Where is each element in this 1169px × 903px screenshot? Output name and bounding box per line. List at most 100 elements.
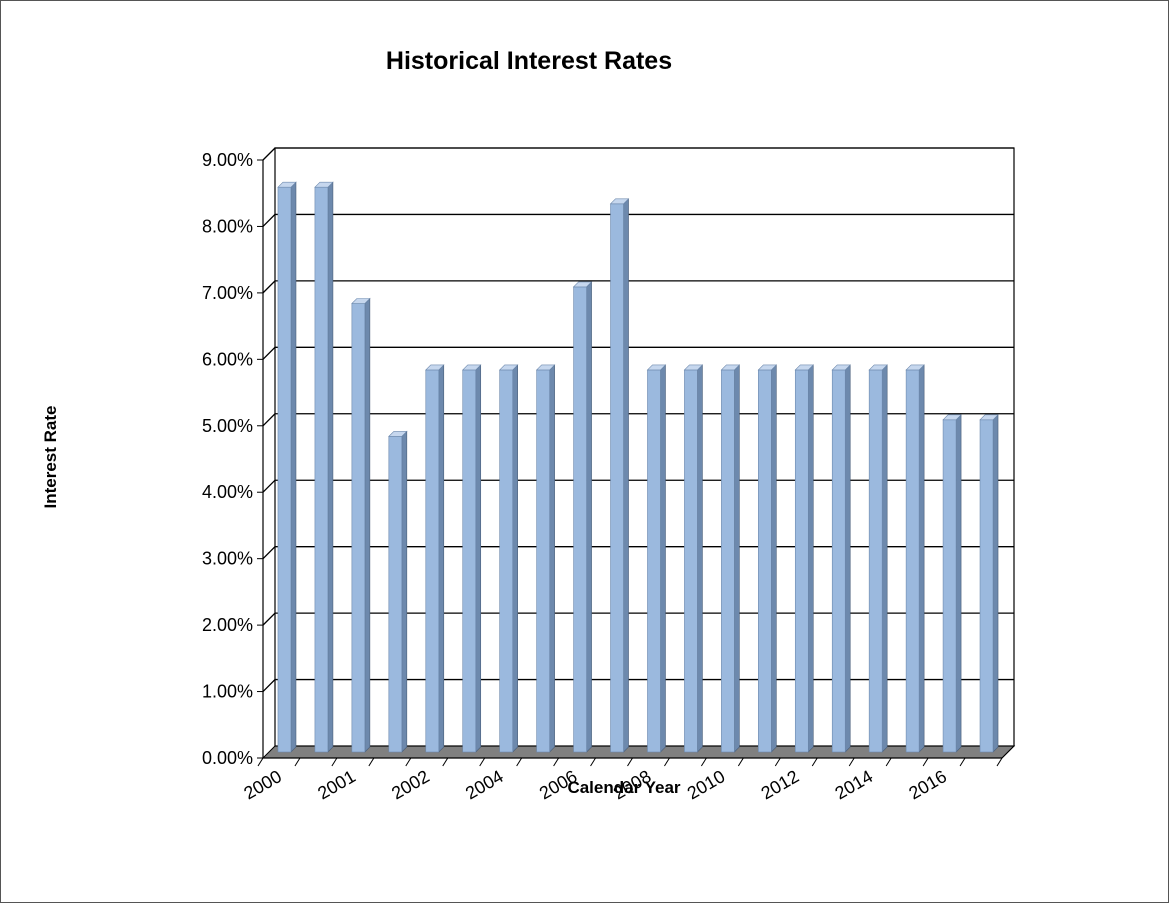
x-tick-mark bbox=[811, 757, 818, 767]
bar-top bbox=[609, 198, 630, 205]
x-tick-mark bbox=[959, 757, 966, 767]
bar-top bbox=[942, 414, 962, 421]
bar bbox=[646, 364, 667, 753]
bar-top bbox=[462, 364, 482, 371]
bar-top bbox=[757, 364, 778, 371]
y-tick-label: 6.00% bbox=[202, 349, 253, 369]
bar-front bbox=[277, 186, 292, 753]
bar-top bbox=[683, 364, 704, 371]
bar-top bbox=[277, 181, 297, 188]
bar-top bbox=[979, 414, 999, 421]
bar-front bbox=[462, 369, 477, 753]
bar-front bbox=[536, 369, 550, 753]
x-tick-label: 2000 bbox=[240, 766, 285, 803]
x-tick-mark bbox=[774, 757, 781, 767]
bar-top bbox=[646, 364, 667, 371]
bar-top bbox=[794, 364, 814, 371]
y-tick-label: 3.00% bbox=[202, 549, 253, 569]
y-tick-label: 5.00% bbox=[202, 416, 253, 436]
bar-side bbox=[549, 364, 555, 753]
bar-top bbox=[572, 281, 593, 288]
x-tick-mark bbox=[700, 757, 707, 767]
bar-front bbox=[758, 369, 772, 753]
bar-side bbox=[660, 364, 666, 753]
bar-front bbox=[647, 369, 661, 753]
bar bbox=[868, 364, 888, 753]
bar-front bbox=[868, 369, 883, 753]
bar-front bbox=[610, 203, 624, 753]
bar-front bbox=[351, 303, 366, 753]
floor-edge-right bbox=[1001, 745, 1015, 759]
y-tick-label: 7.00% bbox=[202, 283, 253, 303]
bar-top bbox=[868, 364, 888, 371]
bar-front bbox=[499, 369, 513, 753]
x-tick-label: 2001 bbox=[314, 766, 359, 803]
bar-side bbox=[771, 364, 777, 753]
chart-floor bbox=[261, 745, 1016, 759]
bar bbox=[979, 414, 999, 753]
bar bbox=[535, 364, 556, 753]
x-tick-label: 2010 bbox=[684, 766, 729, 803]
x-tick-mark bbox=[368, 757, 375, 767]
y-tick-label: 1.00% bbox=[202, 682, 253, 702]
y-gridline bbox=[262, 213, 1014, 227]
bar bbox=[831, 364, 851, 753]
bar-side bbox=[475, 364, 482, 753]
y-gridline bbox=[262, 479, 1014, 493]
bar-side bbox=[955, 414, 962, 753]
x-tick-mark bbox=[737, 757, 744, 767]
bar bbox=[720, 364, 741, 753]
x-tick-label: 2002 bbox=[388, 766, 433, 803]
bar-side bbox=[992, 414, 999, 753]
bar-side bbox=[918, 364, 925, 753]
y-gridline bbox=[262, 346, 1014, 360]
bar bbox=[942, 414, 962, 753]
bar bbox=[572, 281, 593, 753]
y-tick-label: 8.00% bbox=[202, 216, 253, 236]
x-axis-title: Calendar Year bbox=[567, 778, 680, 797]
bar bbox=[757, 364, 778, 753]
x-tick-mark bbox=[664, 757, 670, 767]
x-tick-mark bbox=[848, 757, 855, 767]
x-tick-mark bbox=[553, 757, 560, 767]
y-axis-title: Interest Rate bbox=[41, 406, 60, 509]
x-tick-mark bbox=[996, 757, 1003, 767]
bar bbox=[794, 364, 814, 753]
x-tick-mark bbox=[885, 757, 892, 767]
bar-front bbox=[573, 286, 587, 753]
bar-side bbox=[734, 364, 740, 753]
bar-front bbox=[388, 436, 403, 753]
bar-side bbox=[697, 364, 703, 753]
bar-side bbox=[364, 297, 371, 753]
bar-top bbox=[498, 364, 519, 371]
x-tick-mark bbox=[331, 757, 338, 767]
bar bbox=[609, 198, 630, 753]
bar bbox=[277, 181, 297, 753]
bar-side bbox=[881, 364, 888, 753]
bar-top bbox=[425, 364, 445, 371]
x-tick-label: 2014 bbox=[832, 766, 877, 803]
y-tick-label: 2.00% bbox=[202, 615, 253, 635]
grid-layer bbox=[257, 147, 1016, 767]
y-gridline bbox=[262, 413, 1014, 427]
plot-back-wall bbox=[274, 147, 1015, 747]
x-tick-label: 2016 bbox=[905, 766, 950, 803]
chart-title: Historical Interest Rates bbox=[386, 47, 672, 75]
bar-front bbox=[684, 369, 698, 753]
bar-front bbox=[721, 369, 735, 753]
x-tick-mark bbox=[479, 757, 486, 767]
bar bbox=[462, 364, 482, 753]
x-tick-mark bbox=[516, 757, 523, 767]
bar-side bbox=[807, 364, 814, 753]
x-tick-label: 2004 bbox=[462, 766, 507, 803]
bar-front bbox=[831, 369, 846, 753]
bars-layer bbox=[277, 181, 999, 753]
x-tick-label: 2012 bbox=[758, 766, 803, 803]
bar-side bbox=[512, 364, 518, 753]
bar-side bbox=[623, 198, 629, 753]
bar-top bbox=[351, 298, 371, 304]
bar-side bbox=[844, 364, 851, 753]
bar-side bbox=[401, 430, 408, 753]
bar-top bbox=[535, 364, 556, 371]
bar-front bbox=[905, 369, 920, 753]
